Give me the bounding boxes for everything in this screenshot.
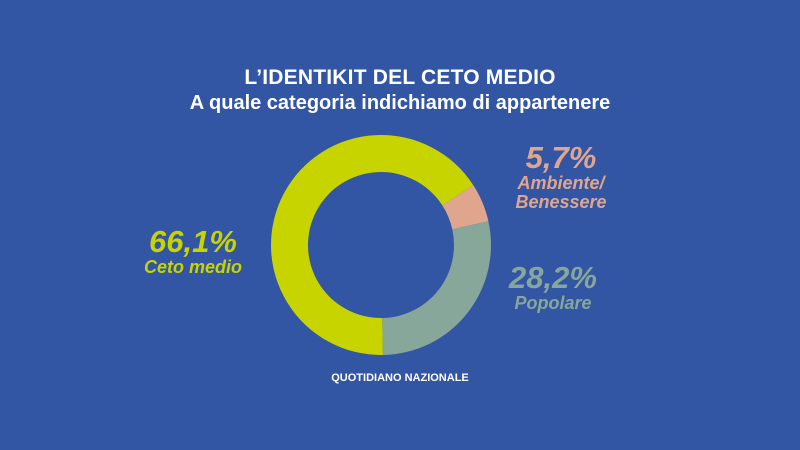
slice-ceto-medio: [270, 135, 474, 355]
label-popolare-value: 28,2%: [509, 260, 597, 295]
source-credit: QUOTIDIANO NAZIONALE: [331, 372, 469, 384]
slice-ambiente: [442, 185, 489, 230]
label-ambiente-name-line1: Ambiente/: [517, 173, 605, 193]
label-ambiente-name-line2: Benessere: [515, 192, 607, 212]
label-ambiente: 5,7% Ambiente/ Benessere: [506, 142, 616, 212]
slice-popolare: [382, 221, 491, 355]
label-ceto-name: Ceto medio: [143, 257, 242, 277]
label-ceto-value: 66,1%: [149, 224, 237, 259]
chart-subtitle: A quale categoria indichiamo di apparten…: [189, 92, 611, 114]
chart-title: L’IDENTIKIT DEL CETO MEDIO: [244, 66, 556, 89]
label-popolare-name: Popolare: [514, 293, 592, 313]
label-ceto-medio: 66,1% Ceto medio: [130, 226, 256, 277]
label-popolare: 28,2% Popolare: [497, 262, 609, 313]
label-ambiente-value: 5,7%: [525, 140, 597, 175]
